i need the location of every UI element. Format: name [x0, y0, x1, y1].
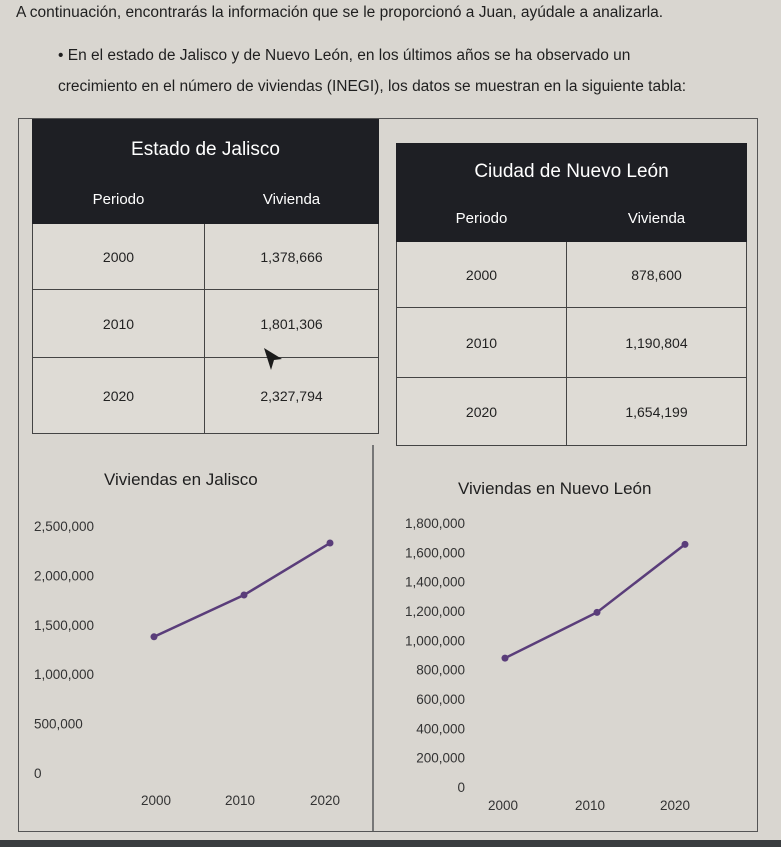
table-cell-vivienda: 1,190,804 — [566, 307, 747, 378]
y-tick-label: 1,800,000 — [405, 516, 465, 531]
x-tick-label: 2010 — [575, 798, 605, 813]
y-tick-label: 500,000 — [34, 717, 83, 732]
table-cell-vivienda: 1,378,666 — [203, 223, 380, 290]
bullet-text-line-1: • En el estado de Jalisco y de Nuevo Leó… — [58, 47, 631, 64]
table-row: 2000 1,378,666 — [32, 223, 380, 290]
table-row: 2010 1,190,804 — [396, 307, 747, 378]
y-tick-label: 400,000 — [416, 721, 465, 736]
chart-divider — [372, 445, 374, 831]
y-tick-label: 2,500,000 — [34, 519, 94, 534]
table-cell-periodo: 2020 — [396, 377, 567, 446]
table-jalisco-title: Estado de Jalisco — [31, 119, 380, 176]
x-tick-label: 2020 — [310, 793, 340, 808]
data-point — [326, 539, 334, 547]
data-point — [681, 540, 689, 548]
chart-title-nuevo-leon: Viviendas en Nuevo León — [458, 479, 652, 498]
data-point — [593, 608, 601, 616]
chart-jalisco: 0 500,000 1,000,000 1,500,000 2,000,000 2,500… — [34, 519, 340, 808]
table-cell-periodo: 2000 — [396, 241, 567, 308]
x-tick-label: 2000 — [141, 793, 171, 808]
table-cell-periodo: 2010 — [32, 289, 205, 358]
y-tick-label: 2,000,000 — [34, 568, 94, 583]
y-tick-label: 1,500,000 — [34, 618, 94, 633]
y-tick-label: 600,000 — [416, 692, 465, 707]
series-line — [504, 543, 686, 660]
x-tick-label: 2020 — [660, 798, 690, 813]
data-point — [501, 654, 509, 662]
y-tick-label: 1,200,000 — [405, 604, 465, 619]
y-tick-label: 1,400,000 — [405, 575, 465, 590]
y-tick-label: 0 — [34, 766, 42, 781]
y-tick-label: 800,000 — [416, 663, 465, 678]
table-nuevo-leon-col-vivienda: Vivienda — [566, 195, 747, 242]
x-tick-label: 2010 — [225, 793, 255, 808]
table-cell-vivienda: 1,654,199 — [566, 377, 747, 446]
y-tick-label: 1,600,000 — [405, 545, 465, 560]
table-cell-vivienda: 878,600 — [566, 241, 747, 308]
x-tick-label: 2000 — [488, 798, 518, 813]
table-nuevo-leon-title: Ciudad de Nuevo León — [396, 143, 747, 196]
table-row: 2000 878,600 — [396, 241, 747, 308]
table-jalisco-col-vivienda: Vivienda — [203, 175, 380, 224]
table-cell-vivienda: 1,801,306 — [203, 289, 380, 358]
table-nuevo-leon-col-periodo: Periodo — [396, 195, 567, 242]
table-row: 2020 1,654,199 — [396, 377, 747, 446]
table-cell-vivienda: 2,327,794 — [203, 357, 380, 434]
table-nuevo-leon: Ciudad de Nuevo León Periodo Vivienda 20… — [396, 143, 747, 446]
table-row: 2010 1,801,306 — [32, 289, 380, 358]
chart-nuevo-leon: 0 200,000 400,000 600,000 800,000 1,000,000 1,… — [405, 516, 690, 813]
series-line — [153, 541, 331, 638]
table-cell-periodo: 2010 — [396, 307, 567, 378]
intro-text: A continuación, encontrarás la informaci… — [16, 4, 664, 21]
content-frame — [18, 118, 758, 832]
table-cell-periodo: 2000 — [32, 223, 205, 290]
data-point — [240, 591, 248, 599]
table-jalisco-col-periodo: Periodo — [32, 175, 205, 224]
table-row: 2020 2,327,794 — [32, 357, 380, 434]
bullet-text-line-2: crecimiento en el número de viviendas (I… — [58, 78, 687, 95]
y-tick-label: 1,000,000 — [34, 667, 94, 682]
table-cell-periodo: 2020 — [32, 357, 205, 434]
table-jalisco: Estado de Jalisco Periodo Vivienda 2000 … — [31, 119, 380, 434]
data-point — [150, 633, 158, 641]
chart-title-jalisco: Viviendas en Jalisco — [104, 470, 258, 489]
y-tick-label: 200,000 — [416, 751, 465, 766]
mouse-pointer-icon — [264, 348, 282, 370]
y-tick-label: 0 — [457, 780, 465, 795]
y-tick-label: 1,000,000 — [405, 633, 465, 648]
